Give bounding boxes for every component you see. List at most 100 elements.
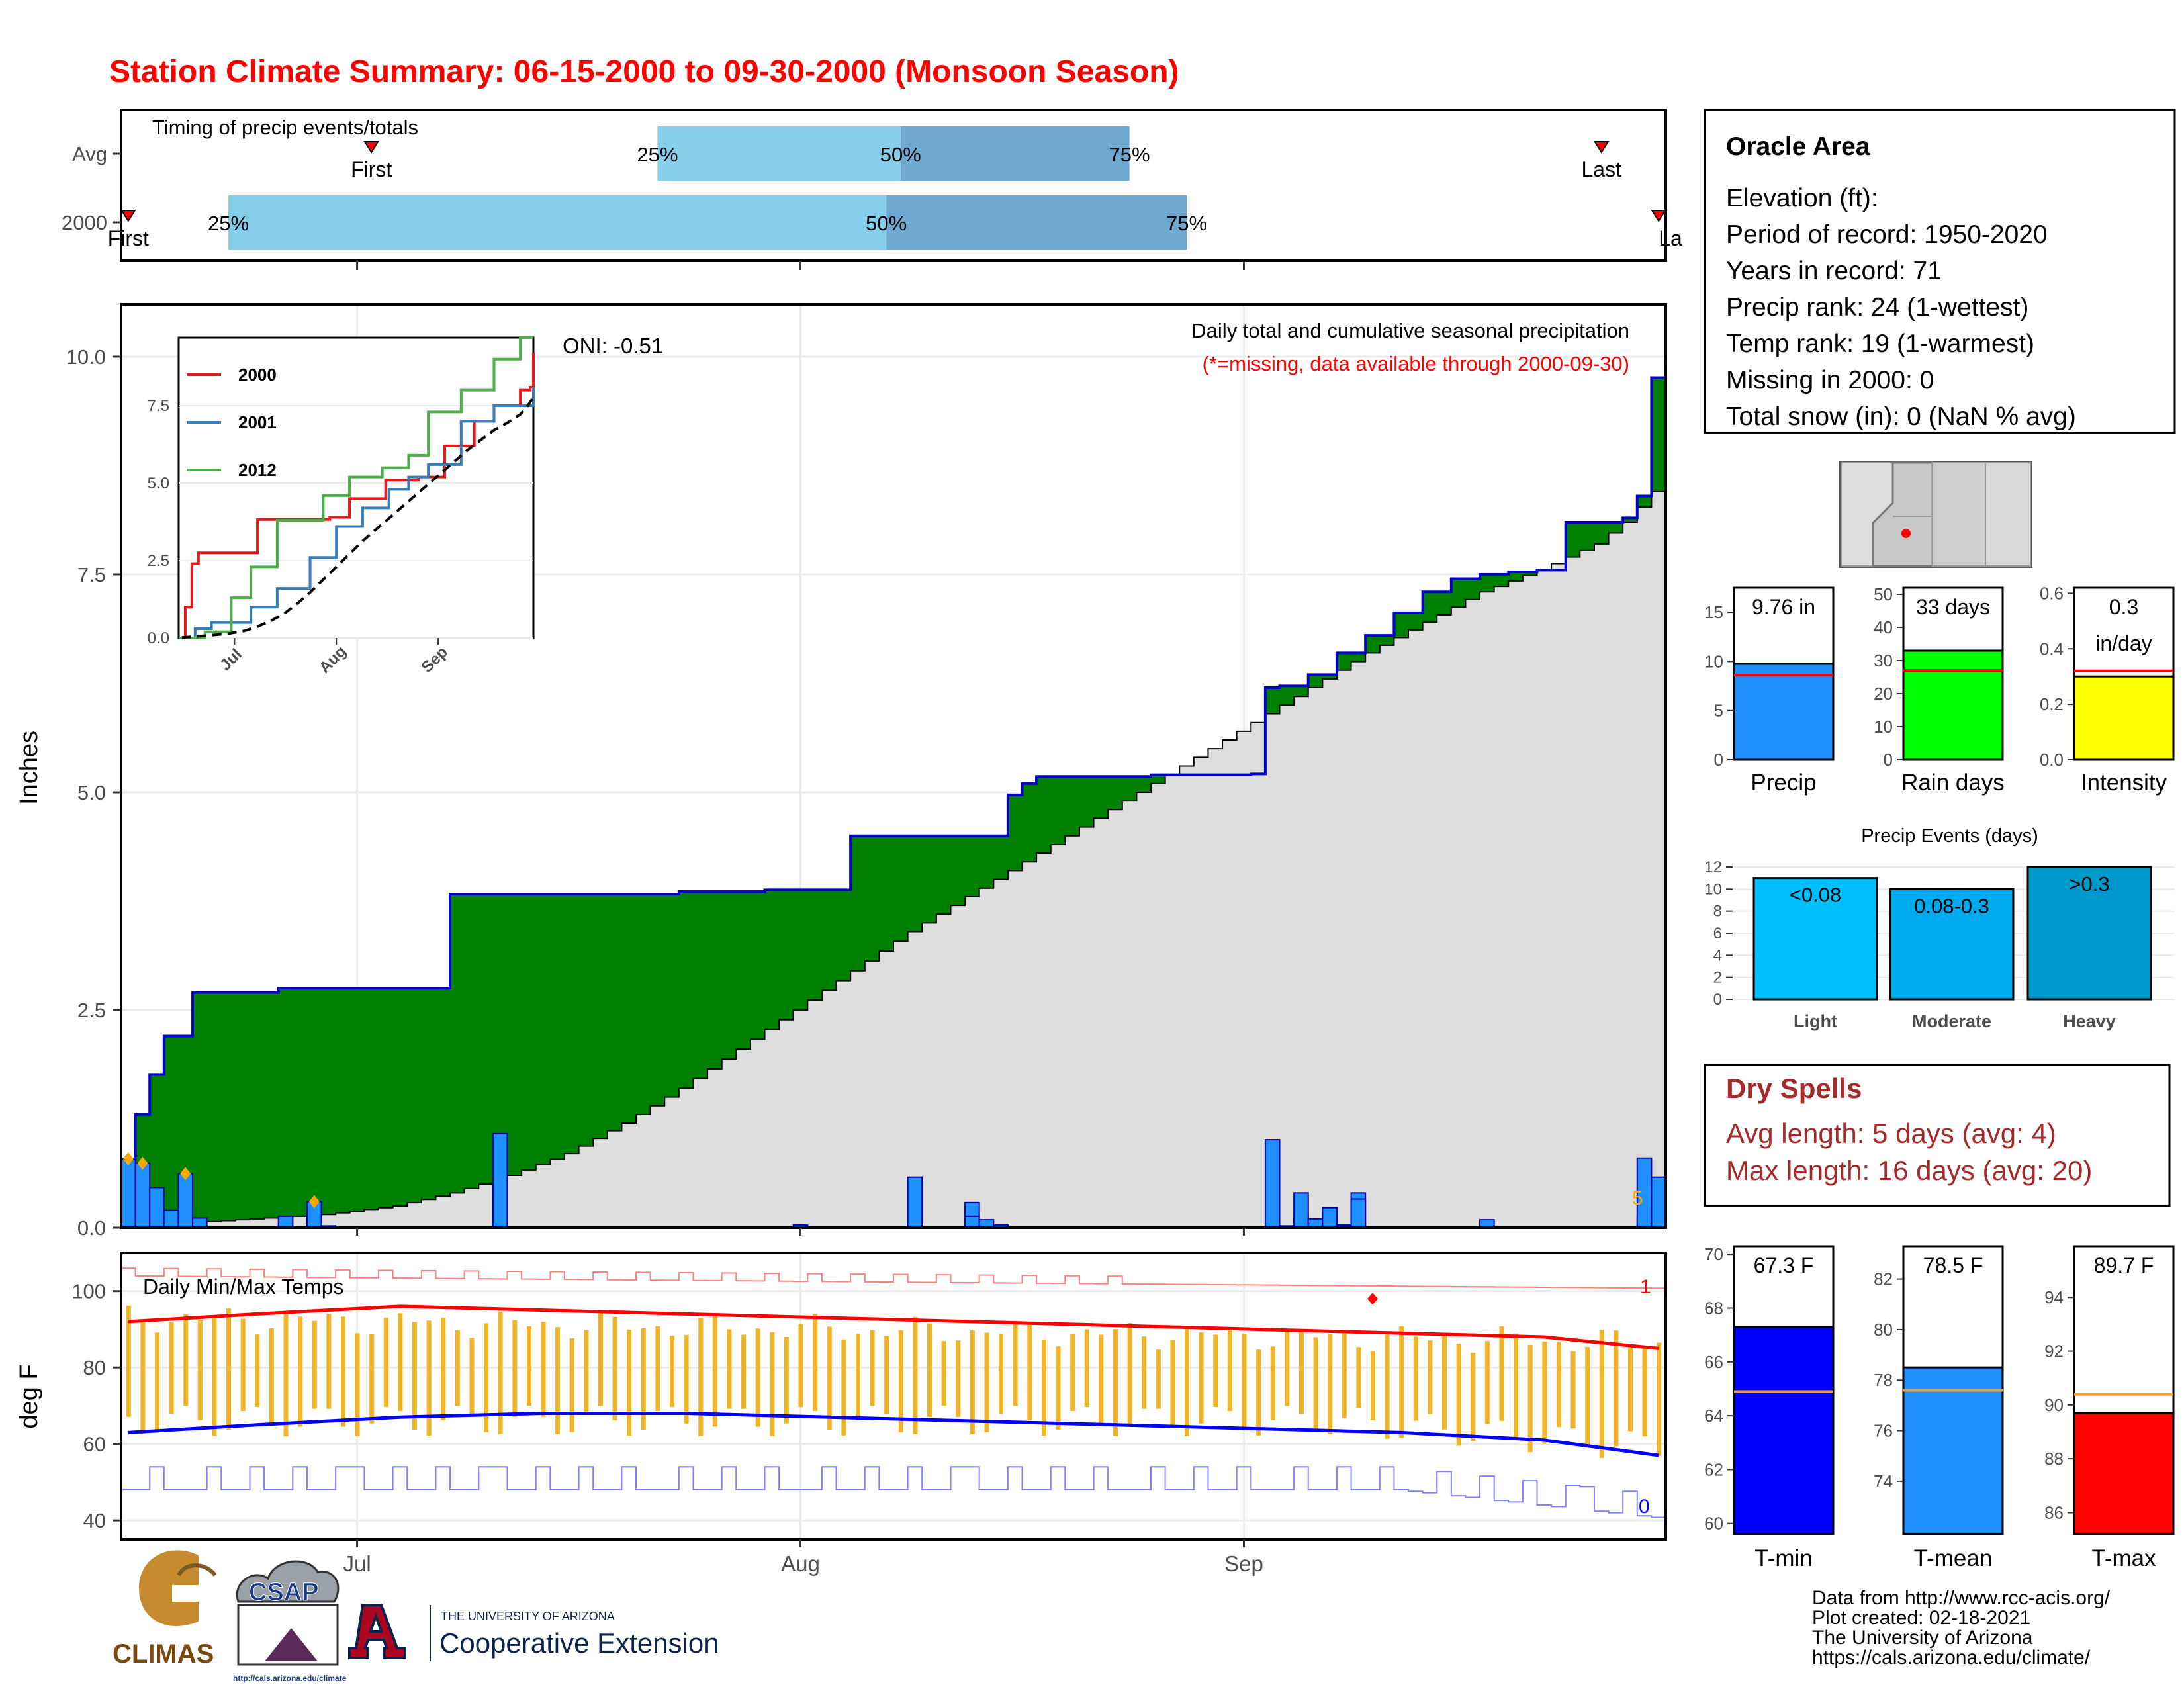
daily-temp-range-bar [126,1305,131,1417]
daily-temp-range-bar [984,1332,989,1432]
daily-temp-range-bar [1242,1333,1247,1430]
daily-temp-range-bar [1570,1351,1576,1429]
summary-tick-label: 0.6 [2040,583,2064,603]
month-label: Sep [1224,1551,1263,1576]
inset-legend-label: 2000 [238,365,277,385]
station-line-elevation: Elevation (ft): [1726,184,1878,212]
daily-temp-range-bar [741,1334,747,1409]
daily-precip-bar [1293,1192,1309,1229]
ua-logo: THE UNIVERSITY OF ARIZONA Cooperative Ex… [348,1604,719,1661]
summary-bars: 0 5 10 15 9.76 in Precip 0 10 20 30 40 50 33 days Rai… [1704,583,2175,796]
timing-bar-0-q25-q50 [657,126,901,181]
csap-logo: CSAP http://cals.arizona.edu/climate [233,1560,347,1683]
temp-bar-T-max [2073,1412,2175,1535]
events-tick-label: 12 [1704,858,1722,876]
summary-tick-label: 0 [1884,750,1893,770]
daily-temp-range-bar [240,1318,246,1412]
temp-tick-label: 80 [1874,1320,1893,1340]
temp-bar-T-min [1733,1326,1835,1535]
summary-value-label-1: 33 days [1916,595,1990,619]
summary-bar-Precip [1733,663,1835,761]
daily-temp-range-bar [484,1323,489,1432]
temp-tick-label: 92 [2044,1342,2064,1361]
station-line-temp-rank: Temp rank: 19 (1-warmest) [1726,330,2034,358]
summary-tick-label: 40 [1874,617,1893,637]
events-bar-Light [1752,877,1878,1001]
station-line-missing: Missing in 2000: 0 [1726,366,1934,394]
events-bar-Moderate [1889,888,2015,1001]
daily-temp-range-bar [355,1333,360,1436]
events-tick-label: 0 [1713,991,1722,1009]
summary-name-1: Rain days [1901,770,2005,796]
daily-temp-range-bar [197,1319,203,1420]
dry-spells-box: Dry Spells Avg length: 5 days (avg: 4) M… [1704,1064,2171,1207]
temp-ytick-label: 80 [83,1356,106,1379]
summary-bar-Rain days [1902,649,2004,761]
daily-temp-range-bar [1256,1349,1261,1436]
summary-tick-label: 0.2 [2040,694,2064,714]
daily-temp-range-bar [1614,1330,1619,1447]
temp-label: Daily Min/Max Temps [143,1275,343,1299]
daily-temp-range-bar [441,1317,446,1420]
daily-temp-range-bar [1385,1334,1390,1439]
temp-tick-label: 70 [1704,1244,1723,1264]
daily-temp-range-bar [1113,1329,1118,1436]
inset-ytick-label: 5.0 [148,475,169,492]
daily-temp-range-bar [269,1328,274,1424]
daily-precip-bar [149,1187,165,1229]
temp-tick-label: 74 [1874,1471,1893,1491]
station-line-years: Years in record: 71 [1726,257,1942,285]
timing-q75-label-1: 75% [1166,212,1207,235]
daily-temp-range-bar [1285,1330,1290,1406]
timing-q75-label-0: 75% [1109,143,1150,166]
daily-temp-range-bar [1227,1327,1232,1412]
summary-value-label-2: 0.3 [2109,595,2138,619]
record-low-line [121,1466,1666,1518]
inset-series-2012 [179,336,533,639]
average-min-line [128,1411,1659,1457]
temp-tick-label: 86 [2044,1502,2064,1522]
csap-logo-url: http://cals.arizona.edu/climate [233,1674,347,1683]
daily-temp-range-bar [283,1314,289,1436]
temp-tick-label: 76 [1874,1421,1893,1441]
daily-temp-range-bar [1099,1334,1104,1424]
daily-temp-range-bar [598,1313,603,1406]
daily-temp-range-bar [727,1329,732,1409]
summary-tick-label: 5 [1714,701,1723,721]
timing-last-label-0: Last [1582,158,1622,181]
record-high-line [121,1267,1666,1289]
daily-temp-range-bar [641,1328,646,1430]
oni-label: ONI: -0.51 [563,334,663,358]
inset-ytick-label: 7.5 [148,397,169,415]
temp-name-1: T-mean [1914,1545,1993,1571]
daily-temp-range-bar [1428,1340,1433,1414]
daily-temp-range-bar [469,1338,475,1414]
daily-temp-range-bar [1170,1340,1175,1427]
timing-bar-1-q25-q50 [228,195,887,250]
summary-name-0: Precip [1751,770,1816,796]
daily-temp-range-bar [1313,1337,1318,1432]
timing-last-marker-0 [1593,141,1610,154]
temp-tick-label: 78 [1874,1370,1893,1390]
timing-q25-label-1: 25% [208,212,249,235]
temp-tick-label: 82 [1874,1269,1893,1289]
daily-temp-range-bar [1657,1342,1662,1456]
ua-logo-small: THE UNIVERSITY OF ARIZONA [441,1610,615,1623]
timing-q50-label-1: 50% [866,212,907,235]
record-daily-marker [308,1195,320,1209]
summary-tick-label: 30 [1874,651,1893,670]
precip-ytick-label: 5.0 [77,781,106,804]
daily-temp-range-bar [226,1308,232,1430]
daily-temp-range-bar [1484,1341,1490,1424]
timing-q50-label-0: 50% [880,143,921,166]
daily-temp-range-bar [498,1311,503,1434]
daily-temp-range-bar [1370,1351,1375,1421]
daily-temp-range-bar [383,1317,388,1408]
daily-temp-range-bar [1084,1329,1089,1408]
daily-temp-range-bar [212,1316,217,1436]
daily-precip-bar [134,1162,151,1228]
daily-temp-range-bar [455,1330,460,1406]
inset-legend-label: 2001 [238,412,277,432]
inset-series-2001 [179,387,535,639]
